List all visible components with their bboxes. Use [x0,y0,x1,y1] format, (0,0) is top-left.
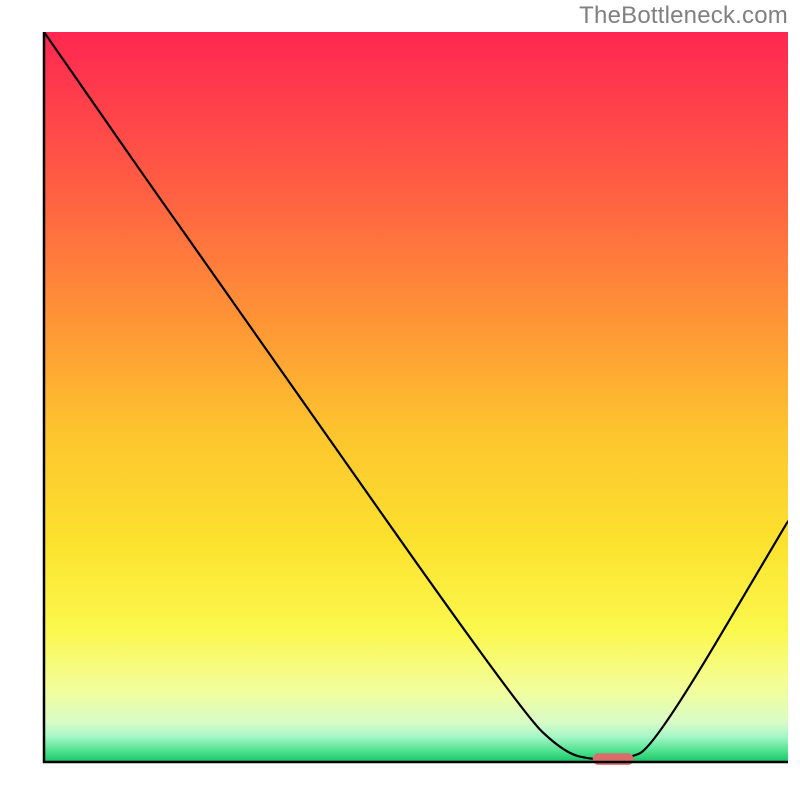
chart-svg [0,0,800,800]
watermark-label: TheBottleneck.com [579,2,788,30]
gradient-background [44,32,788,762]
chart-container: TheBottleneck.com [0,0,800,800]
